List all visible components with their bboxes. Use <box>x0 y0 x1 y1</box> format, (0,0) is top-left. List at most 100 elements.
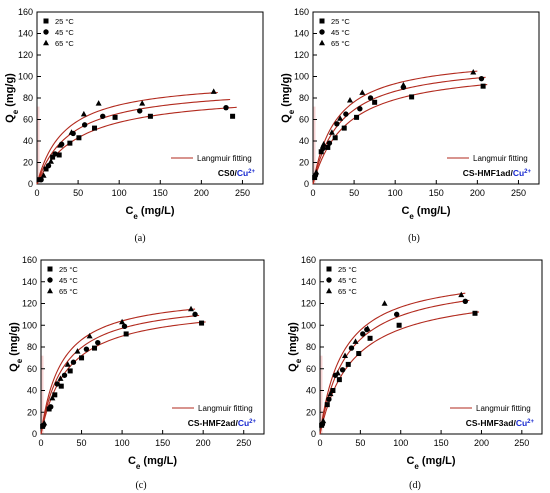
sample-name: CS-HMF3ad/ <box>466 418 517 428</box>
data-point-circle <box>48 404 54 410</box>
x-tick-label: 200 <box>470 188 485 198</box>
x-tick-label: 50 <box>349 188 359 198</box>
legend-marker-triangle <box>47 287 53 294</box>
x-tick-label: 150 <box>153 188 168 198</box>
chart-panel-3: 0 50 100 150 200 250 0 20 40 60 80 100 120 140 160 Ce (… <box>8 255 265 491</box>
data-point-square <box>341 125 347 131</box>
data-point-triangle <box>95 100 102 106</box>
ion-charge: 2+ <box>248 169 255 175</box>
legend-top-left: 25 °C 45 °C 65 °C <box>319 17 350 48</box>
data-point-circle <box>326 140 333 146</box>
data-point-circle <box>52 151 58 157</box>
data-point-triangle <box>47 158 54 164</box>
legend-label: 25 °C <box>59 265 78 274</box>
x-tick-label: 250 <box>511 188 526 198</box>
x-tick-label: 250 <box>236 438 251 448</box>
legend-marker-circle <box>326 277 332 283</box>
fit-curve-45C <box>319 299 470 435</box>
legend-label: 65 °C <box>331 39 350 48</box>
data-point-circle <box>334 121 340 127</box>
fit-curve-25C <box>36 106 237 185</box>
legend-label: 65 °C <box>59 287 78 296</box>
data-point-circle <box>61 372 68 378</box>
x-axis-label-unit: (mg/L) <box>138 205 175 217</box>
chart-panel-1: 0 50 100 150 200 250 0 20 40 60 80 100 120 140 160 Ce (… <box>4 7 264 244</box>
x-tick-label: 0 <box>38 438 43 448</box>
data-point-triangle <box>381 300 388 306</box>
y-tick-label: 60 <box>299 115 309 125</box>
legend-marker-triangle <box>319 39 325 46</box>
data-point-circle <box>339 367 346 373</box>
data-point-triangle <box>364 325 371 331</box>
data-point-circle <box>38 177 44 183</box>
data-point-square <box>56 152 62 158</box>
data-point-square <box>92 345 98 351</box>
data-point-triangle <box>346 96 353 103</box>
x-axis-label: Ce (mg/L) <box>128 455 177 471</box>
y-axis-label: Qe (mg/g) <box>8 322 24 372</box>
data-point-circle <box>462 298 469 305</box>
x-tick-label: 50 <box>355 438 365 448</box>
y-tick-label: 20 <box>23 158 33 168</box>
data-point-square <box>92 125 98 131</box>
data-point-triangle <box>327 390 334 397</box>
y-tick-label: 160 <box>18 7 33 17</box>
data-point-square <box>367 335 373 341</box>
y-axis-label-sub: e <box>287 109 296 114</box>
x-tick-label: 100 <box>112 188 127 198</box>
legend-marker-square <box>326 266 332 272</box>
x-tick-label: 150 <box>434 438 449 448</box>
data-point-circle <box>45 163 52 169</box>
y-axis-label-unit: (mg/g) <box>4 73 16 110</box>
y-tick-label: 100 <box>301 320 316 330</box>
data-point-triangle <box>41 419 48 426</box>
sample-name: CS0/ <box>218 168 238 178</box>
data-point-circle <box>121 323 128 330</box>
panel-tag: (b) <box>408 233 420 244</box>
legend-marker-circle <box>47 277 53 283</box>
legend-label: 65 °C <box>338 287 357 296</box>
legend-label: 25 °C <box>55 17 74 26</box>
data-point-triangle <box>328 129 335 135</box>
x-axis-label-sub: e <box>414 462 419 471</box>
data-point-square <box>50 154 56 160</box>
data-point-circle <box>393 311 400 318</box>
y-axis-label: Qe (mg/g) <box>287 322 303 372</box>
data-point-square <box>356 351 362 357</box>
x-tick-label: 200 <box>474 438 489 448</box>
x-tick-label: 200 <box>194 188 209 198</box>
legend-label: 45 °C <box>331 28 350 37</box>
data-point-triangle <box>68 129 75 135</box>
data-point-triangle <box>359 89 366 95</box>
fit-curve-25C <box>40 321 206 435</box>
y-tick-label: 40 <box>306 386 316 396</box>
y-axis-label-unit: (mg/g) <box>8 322 20 359</box>
data-point-circle <box>360 331 366 337</box>
data-point-circle <box>54 381 60 387</box>
data-point-triangle <box>313 168 320 175</box>
data-point-square <box>345 361 351 367</box>
ion-name: Cu <box>513 168 524 178</box>
data-point-triangle <box>57 375 64 381</box>
data-point-square <box>372 99 378 105</box>
data-point-circle <box>348 345 355 351</box>
y-tick-label: 160 <box>22 255 37 265</box>
x-tick-label: 250 <box>235 188 250 198</box>
legend-label: 25 °C <box>338 265 357 274</box>
y-tick-label: 0 <box>304 179 309 189</box>
ion-name: Cu <box>516 418 527 428</box>
y-axis-label-main: Q <box>287 363 299 372</box>
y-tick-label: 100 <box>22 320 37 330</box>
data-point-square <box>396 322 402 328</box>
data-point-square <box>112 114 118 120</box>
data-point-square <box>472 310 478 316</box>
y-tick-label: 120 <box>301 299 316 309</box>
data-point-triangle <box>400 81 407 88</box>
data-point-triangle <box>320 141 327 147</box>
legend-marker-square <box>47 266 53 272</box>
data-point-triangle <box>352 338 359 344</box>
data-point-square <box>67 368 73 374</box>
data-point-circle <box>320 145 326 152</box>
data-point-triangle <box>119 318 126 325</box>
